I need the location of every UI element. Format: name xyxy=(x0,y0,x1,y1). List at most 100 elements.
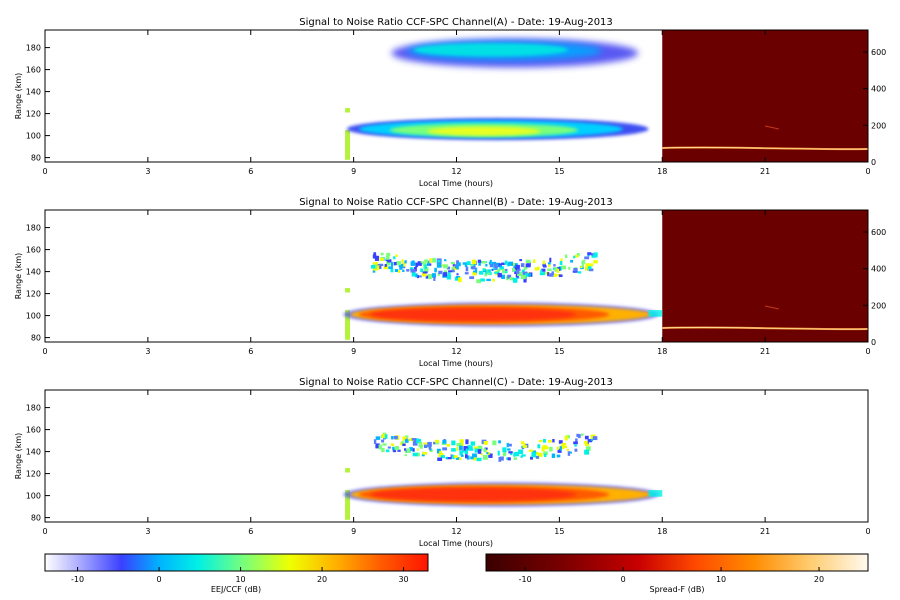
spread-f-trace-core xyxy=(662,147,869,150)
echo-speck xyxy=(424,267,429,272)
echo-speck xyxy=(437,273,441,276)
echo-speck xyxy=(481,261,487,264)
echo-speck xyxy=(582,259,586,264)
echo-speck xyxy=(450,261,455,265)
echo-speck xyxy=(590,253,594,256)
echo-speck xyxy=(403,448,407,451)
echo-speck xyxy=(524,273,530,277)
echo-speck xyxy=(557,448,562,453)
colorbar-eej-label: EEJ/CCF (dB) xyxy=(211,585,261,594)
echo-speck xyxy=(567,451,571,456)
echo-speck xyxy=(458,262,461,267)
echo-speck xyxy=(466,455,470,460)
echo-speck xyxy=(502,447,507,453)
echo-speck xyxy=(422,451,428,455)
echo-speck xyxy=(419,444,423,449)
right-y-tick-label: 0 xyxy=(871,158,876,167)
echo-speck xyxy=(497,450,500,456)
echo-speck xyxy=(584,449,590,455)
echo-speck xyxy=(402,443,406,446)
x-tick-label: 3 xyxy=(145,167,150,176)
echo-speck xyxy=(485,449,488,453)
echo-speck xyxy=(411,272,416,277)
echo-speck xyxy=(494,271,497,274)
echo-speck xyxy=(386,449,390,453)
echo-speck xyxy=(392,448,397,453)
echo-speck xyxy=(422,271,428,274)
echo-speck xyxy=(395,254,398,257)
echo-speck xyxy=(520,275,526,280)
echo-speck xyxy=(537,452,543,457)
right-y-tick-label: 200 xyxy=(871,121,886,130)
echo-upper-core xyxy=(413,43,568,57)
echo-speck xyxy=(445,456,449,460)
echo-speck xyxy=(424,264,427,270)
echo-speck xyxy=(470,264,474,268)
echo-speck xyxy=(406,269,410,272)
echo-speck xyxy=(585,446,591,451)
echo-speck xyxy=(584,435,589,440)
echo-speck xyxy=(498,263,503,268)
right-y-tick-label: 200 xyxy=(871,301,886,310)
echo-speck xyxy=(435,439,439,443)
x-tick-label: 21 xyxy=(760,527,770,536)
colorbar-tick-label: 10 xyxy=(235,575,245,584)
x-tick-label: 18 xyxy=(657,527,667,536)
echo-speck xyxy=(551,453,556,458)
echo-speck xyxy=(456,264,459,270)
echo-speck xyxy=(501,274,505,279)
echo-speck xyxy=(588,266,592,270)
echo-speck xyxy=(547,268,552,272)
echo-speck xyxy=(483,440,488,445)
echo-speck xyxy=(454,276,459,281)
panel-c-ylabel: Range (km) xyxy=(14,433,23,480)
echo-speck xyxy=(433,276,436,281)
echo-speck xyxy=(419,262,422,266)
echo-speck xyxy=(534,267,538,271)
echo-speck xyxy=(434,267,437,273)
echo-speck xyxy=(531,452,537,458)
echo-speck xyxy=(569,451,572,454)
echo-speck xyxy=(484,273,488,277)
colorbar-tick-label: 0 xyxy=(621,575,626,584)
spread-f-speck xyxy=(765,305,779,310)
echo-speck xyxy=(440,264,445,267)
x-tick-label: 9 xyxy=(351,527,356,536)
echo-speck xyxy=(521,269,525,273)
echo-speck xyxy=(574,444,577,447)
echo-speck xyxy=(401,259,404,262)
echo-speck xyxy=(390,443,395,447)
echo-speck xyxy=(416,274,419,279)
echo-speck xyxy=(402,261,406,267)
echo-speck xyxy=(573,255,576,259)
echo-speck xyxy=(576,433,579,438)
colorbar-tick-label: 20 xyxy=(814,575,824,584)
echo-speck xyxy=(373,252,377,258)
echo-speck xyxy=(512,277,518,283)
echo-speck xyxy=(541,268,546,272)
echo-speck xyxy=(463,446,469,451)
colorbar-spread-f-label: Spread-F (dB) xyxy=(649,585,704,594)
echo-speck xyxy=(508,261,514,266)
echo-speck xyxy=(581,261,584,267)
echo-speck xyxy=(459,450,463,456)
echo-speck xyxy=(553,273,557,278)
echo-speck xyxy=(491,261,497,265)
echo-speck xyxy=(386,260,391,266)
x-tick-label: 9 xyxy=(351,167,356,176)
echo-speck xyxy=(418,275,422,278)
echo-speck xyxy=(514,266,519,270)
echo-speck xyxy=(572,270,578,273)
echo-speck xyxy=(372,262,377,265)
echo-speck xyxy=(385,255,390,260)
echo-speck xyxy=(512,267,516,272)
echo-speck xyxy=(473,446,479,450)
echo-speck xyxy=(574,255,579,258)
echo-speck xyxy=(411,438,417,441)
panel-a-echoes xyxy=(345,30,869,162)
echo-speck xyxy=(372,270,376,273)
x-tick-label: 6 xyxy=(248,347,253,356)
echo-speck xyxy=(478,261,481,266)
